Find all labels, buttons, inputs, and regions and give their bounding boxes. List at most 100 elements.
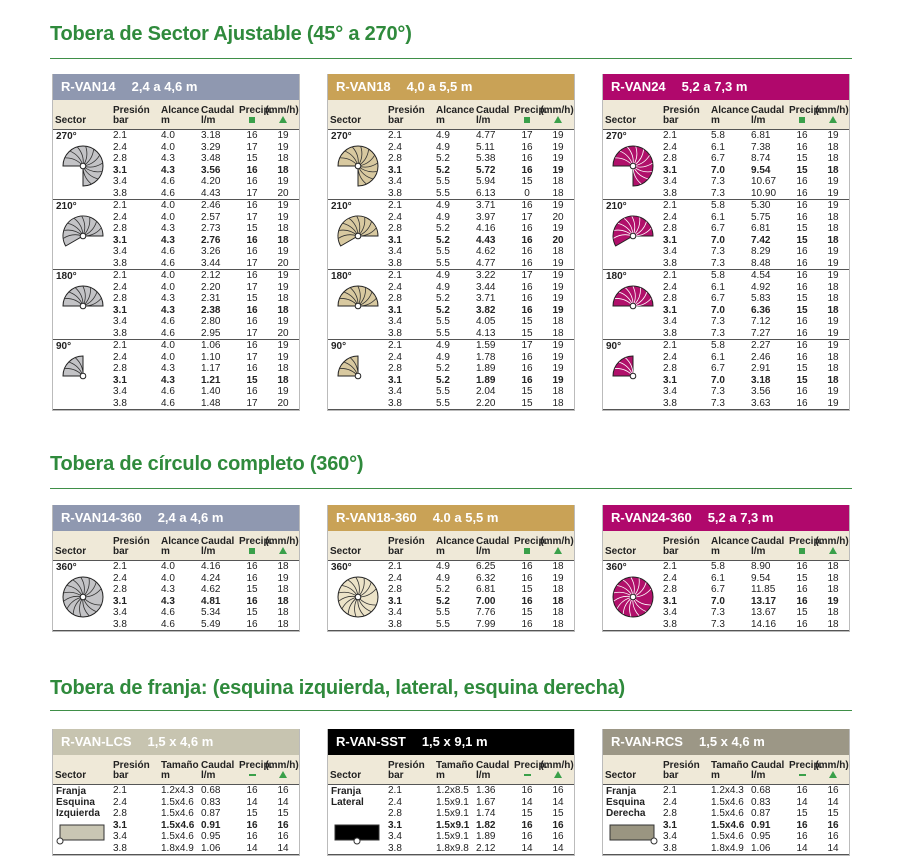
cell-alcance: 5.8	[711, 200, 725, 212]
cell-precip-square: 16	[796, 595, 808, 607]
cell-precip-square: 16	[246, 386, 258, 398]
cell-precip-square: 16	[246, 595, 258, 607]
cell-precip-square: 16	[521, 595, 533, 607]
cell-presion: 3.8	[111, 618, 159, 631]
model-name: R-VAN14	[61, 79, 116, 94]
cell-precip-triangle: 18	[552, 561, 564, 573]
cell-caudal: 0.87	[201, 808, 221, 820]
cell-presion: 3.8	[111, 842, 159, 855]
triangle-icon	[279, 771, 287, 778]
cell-presion: 3.8	[111, 397, 159, 410]
triangle-icon	[279, 547, 287, 554]
column-header-precip-unit: (mm/h)	[265, 755, 299, 771]
table-row: 2.4 1.5x4.6 0.83 14 14	[603, 797, 849, 809]
table-row: 3.4 5.5 4.62 16 18	[328, 246, 574, 258]
cell-precip-triangle: 18	[540, 397, 574, 410]
column-header-caudal: Caudal	[749, 755, 787, 771]
cell-precip-square: 17	[237, 397, 265, 410]
table-row: 3.8 7.3 3.63 16 19	[603, 397, 849, 410]
column-header-precip-unit: (mm/h)	[540, 100, 574, 116]
cell-alcance: 1.2x4.3	[161, 785, 194, 797]
sector-cell: 360°	[53, 560, 111, 631]
cell-alcance: 4.6	[159, 187, 199, 200]
table-row: 3.8 5.5 4.13 15 18	[328, 327, 574, 340]
triangle-icon	[829, 771, 837, 778]
sector-diagram	[606, 822, 661, 849]
cell-precip-triangle: 18	[827, 164, 839, 176]
cell-precip-square: 16	[521, 234, 533, 246]
cell-precip-triangle: 19	[277, 270, 289, 282]
cell-precip-square: 16	[796, 561, 808, 573]
table-row: 2.4 6.1 4.92 16 18	[603, 282, 849, 294]
cell-caudal: 10.90	[749, 187, 787, 200]
cell-caudal: 10.67	[751, 176, 777, 188]
cell-alcance: 7.3	[709, 327, 749, 340]
cell-alcance: 7.3	[709, 257, 749, 270]
column-header-precip: Precip.	[787, 531, 822, 547]
cell-caudal: 0.83	[201, 796, 221, 808]
column-header-caudal: Caudal	[199, 755, 237, 771]
cell-caudal: 4.43	[476, 234, 496, 246]
column-header-sector: Sector	[53, 531, 111, 561]
column-header-sector: Sector	[328, 755, 386, 785]
cell-alcance: 4.6	[161, 246, 175, 258]
table-row: 360° 2.1 4.9 6.25 16 18	[328, 560, 574, 631]
cell-caudal: 4.20	[201, 176, 221, 188]
cell-precip-triangle: 18	[552, 316, 564, 328]
cell-alcance: 6.1	[711, 572, 725, 584]
cell-presion: 2.8	[388, 223, 402, 235]
cell-alcance: 1.8x4.9	[709, 842, 749, 855]
nozzle-table-r-van24: R-VAN24 5,2 a 7,3 m Sector Presión Alcance Ca…	[602, 74, 850, 411]
cell-caudal: 7.42	[751, 234, 771, 246]
cell-precip-triangle: 19	[827, 340, 839, 352]
table-row: 3.4 7.3 8.29 16 19	[603, 246, 849, 258]
cell-alcance: 1.5x9.1	[436, 796, 469, 808]
cell-precip-triangle: 16	[552, 819, 564, 831]
cell-caudal: 8.48	[749, 257, 787, 270]
table-row: 2.4 1.5x4.6 0.83 14 14	[53, 797, 299, 809]
cell-caudal: 3.18	[201, 130, 221, 142]
cell-precip-square: 16	[237, 618, 265, 631]
table-row: 2.8 4.3 1.17 16 18	[53, 363, 299, 375]
table-row: 2.4 4.0 4.24 16 19	[53, 573, 299, 585]
cell-caudal: 4.81	[201, 595, 221, 607]
sector-cell: 210°	[53, 199, 111, 270]
cell-alcance: 1.5x4.6	[161, 796, 194, 808]
cell-precip-square: 16	[521, 374, 533, 386]
sector-diagram	[56, 144, 111, 191]
cell-caudal: 5.38	[476, 153, 496, 165]
column-header-precip-unit: (mm/h)	[815, 531, 849, 547]
sector-cell: 90°	[53, 339, 111, 410]
precip-symbol-cell	[265, 116, 299, 130]
table-row: 3.4 5.5 2.04 15 18	[328, 386, 574, 398]
table-row: 3.8 5.5 4.77 16 19	[328, 257, 574, 270]
table-row: 180° 2.1 5.8 4.54 16 19	[603, 269, 849, 340]
cell-alcance: 1.5x4.6	[161, 831, 194, 843]
cell-precip-triangle: 20	[552, 234, 564, 246]
cell-alcance: 4.6	[159, 397, 199, 410]
cell-presion: 3.4	[663, 386, 677, 398]
cell-presion: 3.4	[663, 831, 677, 843]
precip-symbol-cell	[787, 547, 815, 561]
cell-caudal: 1.06	[201, 340, 221, 352]
cell-precip-square: 15	[796, 374, 808, 386]
cell-precip-triangle: 19	[277, 386, 289, 398]
cell-presion: 3.4	[663, 246, 677, 258]
cell-alcance: 4.9	[436, 561, 450, 573]
cell-presion: 3.1	[663, 304, 677, 316]
nozzle-table-r-van14: R-VAN14 2,4 a 4,6 m Sector Presión Alcance Ca…	[52, 74, 300, 411]
cell-precip-triangle: 19	[552, 304, 564, 316]
table-row: 3.1 5.2 3.82 16 19	[328, 305, 574, 317]
model-name: R-VAN18	[336, 79, 391, 94]
table-row: 360° 2.1 5.8 8.90 16 18	[603, 560, 849, 631]
cell-alcance: 4.3	[161, 304, 175, 316]
cell-precip-square: 16	[521, 200, 533, 212]
cell-precip-triangle: 18	[552, 246, 564, 258]
cell-precip-square: 15	[796, 234, 808, 246]
cell-caudal: 3.22	[476, 270, 496, 282]
cell-precip-triangle: 15	[827, 808, 839, 820]
cell-presion: 3.1	[113, 595, 127, 607]
cell-alcance: 4.3	[161, 153, 175, 165]
cell-alcance: 7.0	[711, 164, 725, 176]
cell-caudal: 4.16	[201, 561, 221, 573]
